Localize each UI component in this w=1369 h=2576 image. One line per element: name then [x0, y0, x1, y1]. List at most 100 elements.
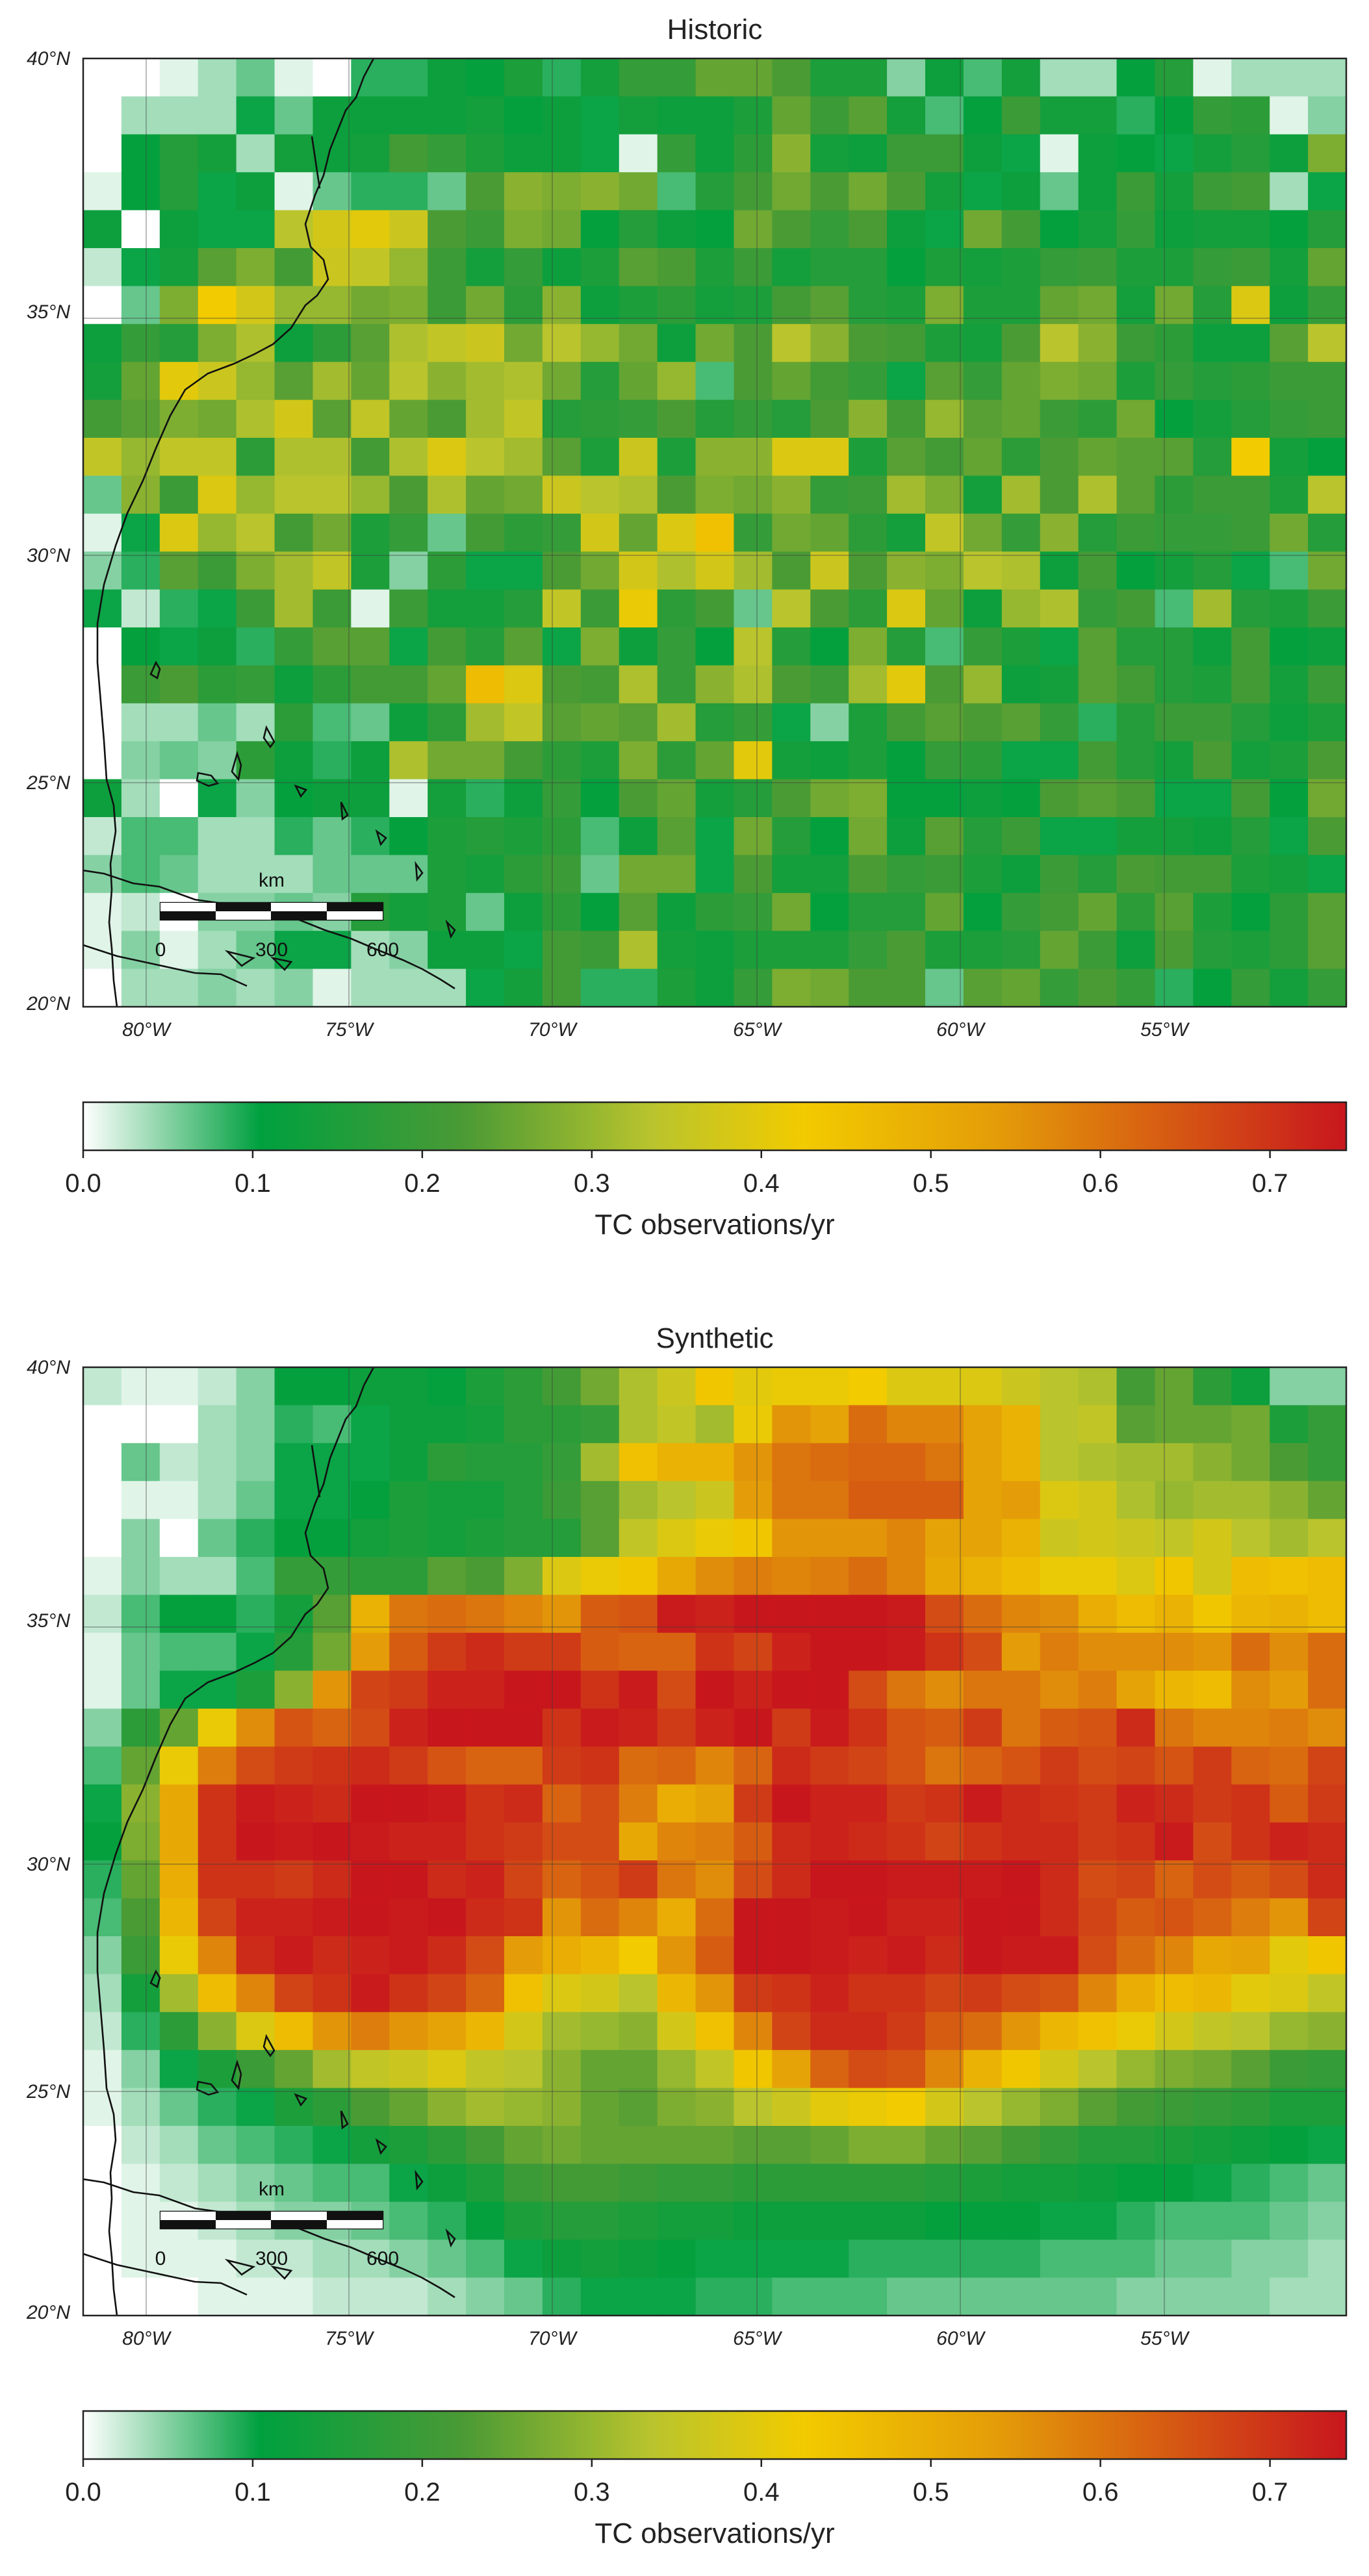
grid-cell: [198, 1822, 237, 1861]
grid-cell: [925, 1822, 964, 1861]
grid-cell: [695, 2277, 735, 2316]
grid-cell: [274, 779, 314, 818]
grid-cell: [159, 1519, 199, 1558]
grid-cell: [1040, 855, 1079, 894]
grid-cell: [695, 1405, 735, 1444]
grid-cell: [1308, 1898, 1346, 1937]
grid-cell: [695, 2050, 735, 2089]
grid-cell: [1155, 1595, 1194, 1634]
grid-cell: [1270, 817, 1309, 855]
grid-cell: [351, 1974, 390, 2013]
grid-cell: [389, 2050, 428, 2089]
grid-cell: [810, 551, 849, 590]
grid-cell: [772, 362, 811, 401]
grid-cell: [83, 1671, 122, 1710]
grid-cell: [313, 627, 352, 666]
grid-cell: [542, 1519, 582, 1558]
grid-cell: [1001, 2240, 1041, 2279]
grid-cell: [121, 1860, 160, 1899]
grid-cell: [580, 741, 620, 780]
grid-cell: [351, 741, 390, 780]
grid-cell: [695, 96, 735, 135]
grid-cell: [925, 1898, 964, 1937]
grid-cell: [695, 1367, 735, 1406]
grid-cell: [466, 779, 505, 818]
grid-cell: [389, 2277, 428, 2316]
grid-cell: [313, 703, 352, 742]
grid-cell: [657, 703, 697, 742]
grid-cell: [1001, 2088, 1041, 2127]
grid-cell: [580, 134, 620, 173]
grid-cell: [1040, 1784, 1079, 1823]
grid-cell: [389, 399, 428, 438]
grid-cell: [925, 2277, 964, 2316]
grid-cell: [351, 438, 390, 476]
grid-cell: [1155, 1405, 1194, 1444]
grid-cell: [389, 817, 428, 855]
grid-cell: [1270, 1557, 1309, 1595]
grid-cell: [542, 1405, 582, 1444]
grid-cell: [159, 1595, 199, 1634]
grid-cell: [313, 96, 352, 135]
grid-cell: [121, 1974, 160, 2013]
grid-cell: [887, 134, 926, 173]
grid-cell: [504, 2126, 543, 2164]
grid-cell: [1308, 1822, 1346, 1861]
grid-cell: [887, 2012, 926, 2051]
grid-cell: [83, 1974, 122, 2013]
grid-cell: [619, 1784, 658, 1823]
grid-cell: [1193, 2012, 1232, 2051]
grid-cell: [849, 2126, 888, 2164]
grid-cell: [159, 2277, 199, 2316]
grid-cell: [428, 1747, 467, 1785]
grid-cell: [1231, 2164, 1270, 2203]
grid-cell: [772, 1747, 811, 1785]
grid-cell: [1270, 2240, 1309, 2279]
grid-cell: [695, 2164, 735, 2203]
grid-cell: [1001, 703, 1041, 742]
grid-cell: [236, 1860, 275, 1899]
grid-cell: [351, 2012, 390, 2051]
grid-cell: [1078, 779, 1118, 818]
lat-label-20n: 20°N: [26, 2302, 70, 2323]
grid-cell: [1231, 323, 1270, 362]
grid-cell: [1308, 96, 1346, 135]
grid-cell: [1078, 248, 1118, 286]
grid-cell: [1155, 1671, 1194, 1710]
grid-cell: [274, 589, 314, 628]
grid-cell: [236, 2277, 275, 2316]
grid-cell: [849, 2201, 888, 2240]
grid-cell: [466, 1671, 505, 1710]
grid-cell: [236, 1367, 275, 1406]
grid-cell: [734, 2088, 773, 2127]
grid-cell: [351, 1708, 390, 1747]
grid-cell: [1116, 362, 1156, 401]
grid-cell: [198, 438, 237, 476]
grid-cell: [1040, 703, 1079, 742]
grid-cell: [734, 1747, 773, 1785]
grid-cell: [695, 1557, 735, 1595]
grid-cell: [389, 2088, 428, 2127]
grid-cell: [1155, 2088, 1194, 2127]
grid-cell: [428, 1481, 467, 1520]
grid-cell: [428, 892, 467, 931]
grid-cell: [887, 475, 926, 514]
grid-cell: [236, 855, 275, 894]
grid-cell: [1231, 58, 1270, 97]
grid-cell: [1078, 1898, 1118, 1937]
lon-label-55w: 55°W: [1140, 2328, 1190, 2349]
grid-cell: [542, 475, 582, 514]
grid-cell: [849, 399, 888, 438]
grid-cell: [1308, 286, 1346, 325]
grid-cell: [83, 741, 122, 780]
grid-cell: [619, 362, 658, 401]
grid-cell: [198, 58, 237, 97]
grid-cell: [1193, 134, 1232, 173]
grid-cell: [734, 1367, 773, 1406]
grid-cell: [1040, 438, 1079, 476]
grid-cell: [1270, 2088, 1309, 2127]
grid-cell: [198, 1481, 237, 1520]
grid-cell: [159, 513, 199, 552]
grid-cell: [198, 475, 237, 514]
grid-cell: [351, 703, 390, 742]
